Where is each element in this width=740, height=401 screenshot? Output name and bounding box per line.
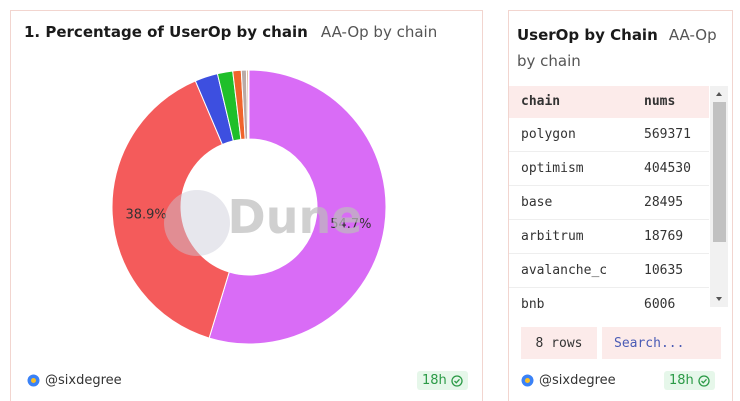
- table-row: avalanche_c 10635: [509, 254, 709, 288]
- watermark-logo: [164, 190, 230, 256]
- cell-nums: 404530: [644, 161, 691, 176]
- column-header: nums: [644, 94, 676, 109]
- watermark: Dune: [228, 190, 363, 244]
- donut-slice: [247, 69, 250, 140]
- table-row: bnb 6006: [509, 288, 709, 313]
- table-panel: UserOp by Chain AA-Op by chain chain num…: [508, 10, 733, 401]
- cell-nums: 569371: [644, 127, 691, 142]
- check-icon: [698, 374, 710, 387]
- author[interactable]: @sixdegree: [521, 373, 616, 388]
- cell-chain: arbitrum: [521, 229, 584, 244]
- panel-header: UserOp by Chain AA-Op by chain: [517, 22, 722, 74]
- table-row: optimism 404530: [509, 152, 709, 186]
- cell-chain: bnb: [521, 297, 545, 312]
- author[interactable]: @sixdegree: [27, 373, 122, 388]
- check-icon: [451, 374, 463, 387]
- age: 18h: [669, 373, 694, 388]
- author-icon: [27, 374, 40, 387]
- age: 18h: [422, 373, 447, 388]
- table-row: arbitrum 18769: [509, 220, 709, 254]
- age-badge: 18h: [664, 371, 715, 390]
- cell-chain: base: [521, 195, 553, 210]
- table-row: polygon 569371: [509, 118, 709, 152]
- cell-chain: optimism: [521, 161, 584, 176]
- scroll-arrows: [716, 92, 722, 301]
- donut-slice: [208, 69, 387, 345]
- value-label: 54.7%: [330, 217, 371, 232]
- panel-header: 1. Percentage of UserOp by chain AA-Op b…: [24, 22, 437, 41]
- row-count: 8 rows: [521, 327, 597, 359]
- panel-subtitle: AA-Op by chain: [320, 23, 438, 41]
- table: chain nums polygon 569371 optimism 404530 ba…: [509, 86, 710, 313]
- donut-slice: [111, 80, 230, 339]
- age-badge: 18h: [417, 371, 468, 390]
- table-header: chain nums: [509, 86, 709, 118]
- table-row: base 28495: [509, 186, 709, 220]
- cell-chain: polygon: [521, 127, 576, 142]
- search-input[interactable]: Search...: [602, 327, 721, 359]
- cell-nums: 10635: [644, 263, 684, 278]
- cell-nums: 28495: [644, 195, 684, 210]
- donut-chart: 54.7% 38.9% Dune: [111, 69, 387, 345]
- author-icon: [521, 374, 534, 387]
- author-name: @sixdegree: [45, 373, 122, 388]
- cell-nums: 6006: [644, 297, 676, 312]
- column-header: chain: [521, 94, 561, 109]
- author-name: @sixdegree: [539, 373, 616, 388]
- panel-title: UserOp by Chain: [517, 26, 658, 44]
- chart-panel: 1. Percentage of UserOp by chain AA-Op b…: [10, 10, 483, 401]
- cell-chain: avalanche_c: [521, 263, 608, 278]
- panel-subtitle: AA-Op by chain: [517, 26, 717, 70]
- scrollbar-thumb[interactable]: [713, 102, 726, 242]
- scrollbar[interactable]: [710, 86, 728, 307]
- panel-title: 1. Percentage of UserOp by chain: [24, 23, 308, 41]
- value-label: 38.9%: [125, 207, 166, 222]
- cell-nums: 18769: [644, 229, 684, 244]
